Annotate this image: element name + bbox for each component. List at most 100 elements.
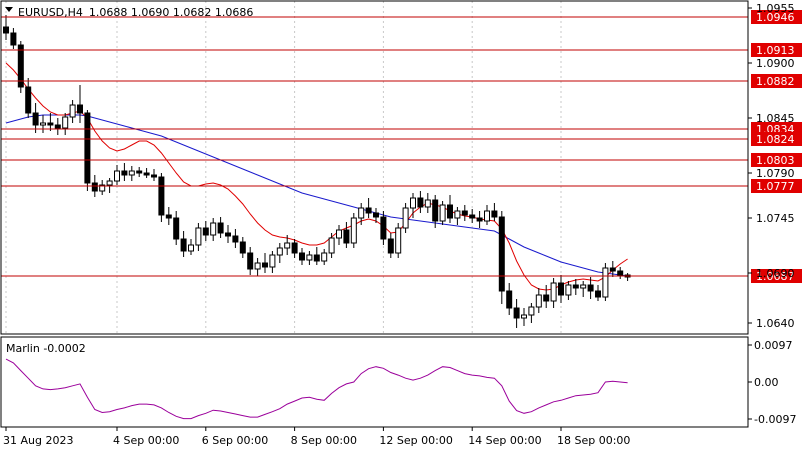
candle-body [491,210,498,218]
candle [387,233,394,258]
candle-body [3,26,9,34]
candle-body [350,217,357,244]
slow-moving-average-line [5,114,628,277]
candle [402,203,409,233]
oscillator-tick-label: 0.00 [754,376,779,389]
fast-moving-average-line [5,62,628,291]
candle-body [299,252,305,261]
candle [565,281,572,300]
price-tick-label: 1.0745 [756,212,795,225]
time-tick-label: 12 Sep 00:00 [379,434,452,447]
candle [225,225,231,243]
candle [373,208,379,223]
candle-body [528,306,535,316]
candle-body [32,112,39,126]
candle [299,248,305,265]
candle [410,193,416,218]
candle-body [358,207,365,219]
candle [84,110,91,191]
candle [32,103,39,133]
candle-body [136,170,143,174]
candle [476,211,483,228]
oscillator-tick-label: -0.0097 [754,413,796,426]
price-tick-label: 1.0790 [756,167,795,180]
candle-body [417,197,424,208]
candle-body [188,244,194,252]
candle-body [276,247,283,256]
candle [395,223,402,258]
time-tick-label: 4 Sep 00:00 [113,434,179,447]
level-price-tag [751,74,802,88]
candle-body [143,172,150,176]
candle [217,217,224,238]
level-price-tag [751,179,802,193]
candle-body [69,104,76,118]
candle-body [550,282,557,302]
candle [521,308,527,326]
time-tick-label: 6 Sep 00:00 [202,434,268,447]
candle-body [291,242,298,254]
candle [321,249,328,265]
candle-body [587,284,594,292]
level-price-label: 1.0913 [756,44,795,57]
candle [380,211,387,245]
candle-body [602,267,609,298]
candle-body [180,238,187,252]
candle [461,205,468,221]
candle-body [106,180,113,186]
candle-body [484,210,490,222]
candle-body [380,216,387,240]
candle-body [558,282,564,296]
level-price-tag [751,153,802,167]
candle [151,169,157,181]
candle [165,207,172,225]
price-tick-label: 1.0900 [756,57,795,70]
candle-body [336,229,342,239]
level-price-label: 1.0882 [756,75,795,88]
candle-body [173,217,180,240]
level-price-tag [751,10,802,24]
candle-body [40,122,46,126]
candle-body [202,227,209,236]
candle [313,247,320,265]
candle [40,115,46,133]
candle-body [365,207,372,214]
candle [365,198,372,218]
candle [528,303,535,323]
level-price-label: 1.0777 [756,180,795,193]
candle [180,231,187,257]
candle-body [498,216,505,292]
candle-body [84,112,91,184]
candle-body [232,235,239,243]
candle-body [284,242,291,249]
candle-body [91,182,98,192]
candle [284,235,291,255]
candle-body [521,314,527,319]
level-price-tag [751,43,802,57]
candle-body [62,116,69,129]
level-price-tag [751,132,802,146]
candle [417,191,424,213]
collapse-arrow-icon[interactable] [5,7,13,12]
candle [454,207,461,225]
candle-body [128,170,135,176]
candle [424,193,431,213]
candle-body [247,252,254,270]
candle-body [217,222,224,234]
candle [47,113,54,131]
oscillator-panel [5,358,628,420]
candle-body [461,210,468,216]
candle-body [239,241,246,254]
symbol-ohlc-header: EURUSD,H4 1.0688 1.0690 1.0682 1.0686 [18,6,253,19]
level-price-label: 1.0803 [756,154,795,167]
candles [3,15,631,328]
candle-body [469,214,476,219]
candle-body [254,262,261,270]
candle-body [595,290,601,298]
candle [291,239,298,258]
candle [3,15,9,40]
price-tick-label: 1.0955 [756,2,795,15]
candle-body [506,290,513,309]
candle [498,211,505,304]
